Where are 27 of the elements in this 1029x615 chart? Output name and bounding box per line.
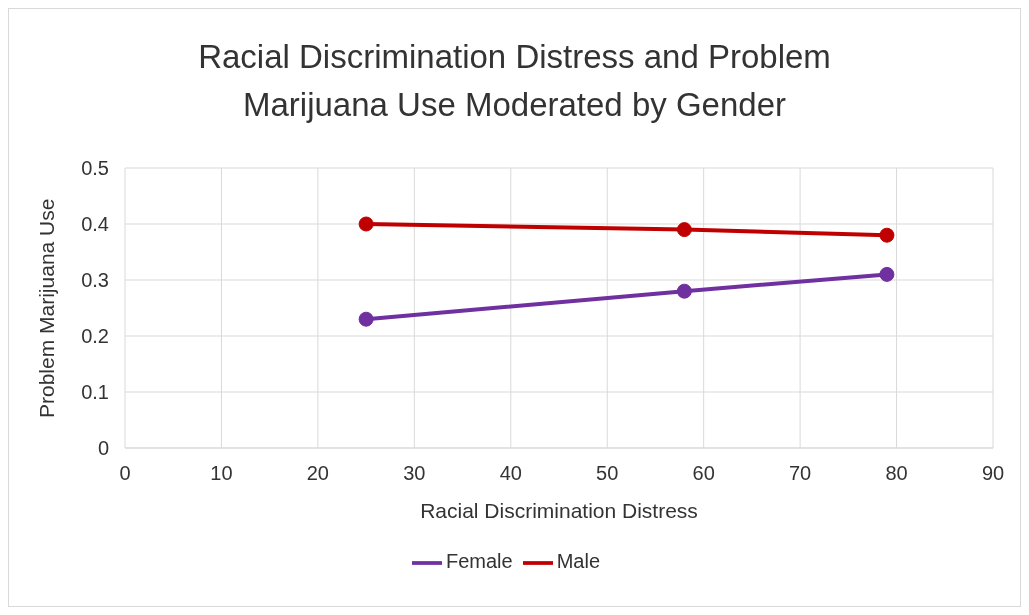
y-tick-label: 0.1	[81, 381, 109, 404]
x-axis-title: Racial Discrimination Distress	[420, 499, 698, 522]
x-tick-label: 60	[692, 462, 715, 485]
x-tick-label: 50	[596, 462, 619, 485]
x-tick-label: 0	[119, 462, 131, 485]
y-tick-label: 0.2	[81, 325, 109, 348]
x-tick-label: 90	[981, 462, 1005, 485]
y-axis-title: Problem Marijuana Use	[35, 198, 59, 418]
point	[358, 311, 374, 327]
y-tick-label: 0.3	[81, 269, 109, 292]
point	[358, 216, 374, 232]
chart-title: Racial Discrimination Distress and Problem Marijuana Use Moderated by Gender	[197, 36, 832, 125]
legend-label: Female	[445, 550, 513, 573]
legend-label: Male	[556, 550, 601, 573]
y-tick-label: 0	[97, 437, 109, 460]
point	[879, 266, 895, 282]
x-tick-label: 30	[403, 462, 426, 485]
point	[676, 222, 692, 238]
x-tick-label: 10	[210, 462, 233, 485]
y-tick-label: 0.4	[81, 213, 109, 236]
x-tick-label: 70	[788, 462, 812, 485]
x-tick-label: 20	[306, 462, 330, 485]
point	[676, 283, 692, 299]
x-tick-label: 80	[885, 462, 908, 485]
y-tick-label: 0.5	[81, 157, 109, 180]
point	[879, 227, 895, 243]
x-tick-label: 40	[499, 462, 522, 485]
